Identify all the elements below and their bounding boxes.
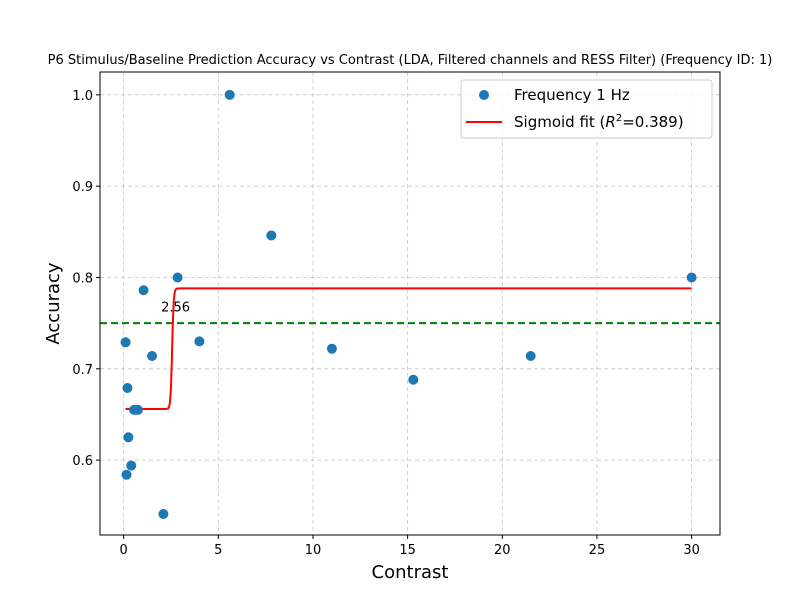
grid (100, 72, 720, 535)
legend-sigmoid-main: Sigmoid fit ( (514, 113, 605, 131)
y-axis-ticks: 0.6 0.7 0.8 0.9 1.0 (72, 89, 100, 469)
scatter-point-11 (194, 336, 205, 347)
legend-label-sigmoid: Sigmoid fit (R2=0.389) (514, 113, 684, 131)
scatter-point-17 (686, 272, 697, 283)
legend: Frequency 1 Hz Sigmoid fit (R2=0.389) (460, 79, 713, 139)
scatter-point-0 (120, 337, 131, 348)
x-axis-ticks: 0 5 10 15 20 25 30 (120, 535, 700, 558)
scatter-point-1 (121, 469, 132, 480)
scatter-point-6 (132, 404, 143, 415)
sigmoid-fit-group (125, 287, 692, 410)
legend-box (460, 79, 713, 139)
y-tick-label-4: 1.0 (72, 89, 93, 104)
annotations: 2.56 (161, 301, 190, 316)
x-tick-label-0: 0 (120, 543, 128, 558)
y-tick-label-1: 0.7 (72, 363, 93, 378)
legend-label-frequency: Frequency 1 Hz (514, 86, 630, 104)
scatter-point-2 (122, 382, 133, 393)
scatter-point-3 (123, 432, 134, 443)
scatter-point-9 (158, 508, 169, 519)
x-tick-label-2: 10 (305, 543, 322, 558)
legend-sigmoid-sup: 2 (616, 113, 622, 124)
scatter-point-8 (147, 351, 158, 362)
legend-sigmoid-tail: =0.389) (622, 113, 683, 131)
x-tick-label-4: 20 (494, 543, 511, 558)
scatter-point-7 (138, 285, 149, 296)
legend-marker-scatter (479, 90, 489, 100)
scatter-point-12 (224, 89, 235, 100)
x-axis-label: Contrast (372, 562, 449, 583)
y-tick-label-3: 0.9 (72, 180, 93, 195)
x-tick-label-1: 5 (214, 543, 222, 558)
scatter-point-4 (126, 460, 137, 471)
y-tick-label-0: 0.6 (72, 454, 93, 469)
scatter-point-10 (172, 272, 183, 283)
scatter-points (120, 89, 697, 519)
y-tick-label-2: 0.8 (72, 271, 93, 286)
x-tick-label-5: 25 (589, 543, 606, 558)
annotation-0: 2.56 (161, 301, 190, 316)
legend-sigmoid-r: R (605, 113, 615, 131)
scatter-point-14 (326, 343, 337, 354)
scatter-point-16 (525, 351, 536, 362)
y-axis-label: Accuracy (43, 262, 64, 345)
x-tick-label-6: 30 (683, 543, 700, 558)
chart-title: P6 Stimulus/Baseline Prediction Accuracy… (48, 53, 773, 68)
scatter-point-15 (408, 374, 419, 385)
x-tick-label-3: 15 (399, 543, 416, 558)
plot-area-frame (99, 71, 721, 536)
scatter-point-13 (266, 230, 277, 241)
sigmoid-fit-line (125, 287, 692, 410)
